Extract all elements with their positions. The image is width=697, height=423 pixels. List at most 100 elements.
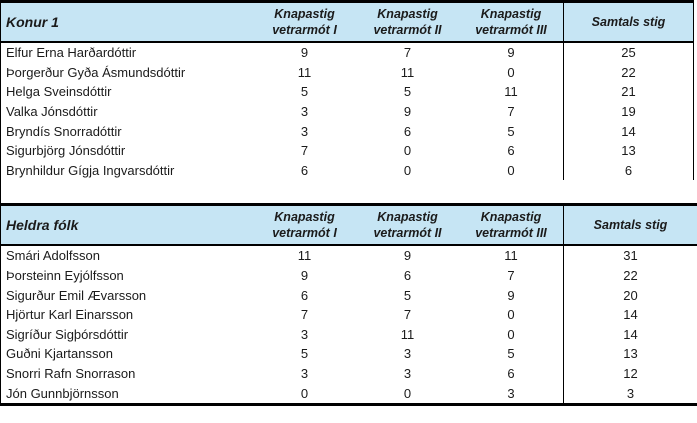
score-cell: 9	[300, 268, 309, 284]
rider-name-cell: Bryndís Snorradóttir	[6, 123, 122, 139]
score-cell: 5	[507, 346, 515, 362]
score-cell: 6	[300, 162, 309, 178]
total-cell: 3	[563, 383, 697, 403]
score-cell: 6	[403, 268, 412, 284]
score-cell: 11	[297, 64, 312, 80]
total-cell: 31	[563, 246, 697, 266]
column-header-total: Samtals stig	[563, 3, 693, 41]
rider-name-cell: Sigurbjörg Jónsdóttir	[6, 143, 126, 159]
table-row: Sigurður Emil Ævarsson 6 5 9 20	[1, 285, 697, 305]
column-header: Knapastig vetrarmót I	[272, 210, 337, 241]
score-cell: 9	[507, 45, 515, 61]
rider-name-cell: Helga Sveinsdóttir	[6, 84, 112, 100]
score-cell: 0	[300, 385, 309, 401]
rider-name-cell: Sigríður Sigþórsdóttir	[6, 326, 129, 342]
score-cell: 0	[403, 162, 412, 178]
total-cell: 22	[563, 62, 693, 83]
rider-name-cell: Þorsteinn Eyjólfsson	[6, 268, 124, 284]
score-cell: 7	[300, 307, 309, 323]
table-row: Þorsteinn Eyjólfsson 9 6 7 22	[1, 265, 697, 286]
table-row: Smári Adolfsson 11 9 11 31	[1, 246, 697, 266]
rider-name-cell: Brynhildur Gígja Ingvarsdóttir	[6, 162, 175, 178]
score-cell: 9	[507, 287, 515, 303]
rider-name-cell: Guðni Kjartansson	[6, 346, 113, 362]
rider-name-cell: Þorgerður Gyða Ásmundsdóttir	[6, 64, 186, 80]
score-cell: 3	[300, 104, 309, 120]
score-cell: 7	[300, 143, 309, 159]
table-separator-gap	[1, 180, 697, 203]
table-row: Bryndís Snorradóttir 3 6 5 14	[1, 121, 693, 141]
score-cell: 9	[403, 248, 412, 264]
rider-name-cell: Jón Gunnbjörnsson	[6, 385, 119, 401]
table-row: Sigríður Sigþórsdóttir 3 11 0 14	[1, 324, 697, 345]
table-header-row: Konur 1 Knapastig vetrarmót I Knapastig …	[1, 0, 693, 43]
score-cell: 3	[300, 123, 309, 139]
score-cell: 7	[403, 307, 412, 323]
table-row: Sigurbjörg Jónsdóttir 7 0 6 13	[1, 140, 693, 161]
score-cell: 9	[403, 104, 412, 120]
score-cell: 6	[300, 287, 309, 303]
score-cell: 0	[507, 64, 515, 80]
column-header-total: Samtals stig	[563, 206, 697, 245]
total-cell: 6	[563, 160, 693, 181]
table-header-row: Heldra fólk Knapastig vetrarmót I Knapas…	[1, 203, 697, 247]
column-header: Knapastig vetrarmót II	[373, 210, 442, 241]
table-row: Jón Gunnbjörnsson 0 0 3 3	[1, 383, 697, 403]
score-cell: 3	[300, 366, 309, 382]
score-cell: 11	[400, 64, 415, 80]
score-cell: 11	[504, 248, 518, 264]
table-row: Brynhildur Gígja Ingvarsdóttir 6 0 0 6	[1, 160, 693, 181]
total-cell: 19	[563, 101, 693, 122]
total-cell: 22	[563, 265, 697, 286]
table-row: Hjörtur Karl Einarsson 7 7 0 14	[1, 304, 697, 325]
table-body: Smári Adolfsson 11 9 11 31 Þorsteinn Eyj…	[1, 246, 697, 403]
score-cell: 0	[507, 307, 515, 323]
rider-name-cell: Smári Adolfsson	[6, 248, 100, 264]
score-cell: 0	[403, 143, 412, 159]
score-cell: 5	[403, 287, 412, 303]
score-cell: 11	[297, 248, 312, 264]
total-cell: 12	[563, 363, 697, 384]
results-table: Konur 1 Knapastig vetrarmót I Knapastig …	[1, 0, 694, 181]
rider-name-cell: Snorri Rafn Snorrason	[6, 366, 136, 382]
table-row: Guðni Kjartansson 5 3 5 13	[1, 344, 697, 364]
table-row: Elfur Erna Harðardóttir 9 7 9 25	[1, 43, 693, 63]
score-cell: 3	[300, 326, 309, 342]
score-cell: 11	[504, 84, 518, 100]
rider-name-cell: Elfur Erna Harðardóttir	[6, 45, 137, 61]
score-cell: 6	[403, 123, 412, 139]
total-cell: 13	[563, 140, 693, 161]
table-title: Heldra fólk	[6, 217, 79, 234]
table-row: Þorgerður Gyða Ásmundsdóttir 11 11 0 22	[1, 62, 693, 83]
table-row: Helga Sveinsdóttir 5 5 11 21	[1, 82, 693, 102]
score-cell: 11	[400, 326, 415, 342]
score-cell: 6	[507, 366, 515, 382]
rider-name-cell: Hjörtur Karl Einarsson	[6, 307, 134, 323]
score-cell: 5	[507, 123, 515, 139]
score-cell: 7	[507, 268, 515, 284]
table-title: Konur 1	[6, 14, 59, 30]
total-cell: 25	[563, 43, 693, 63]
total-cell: 21	[563, 82, 693, 102]
score-cell: 5	[403, 84, 412, 100]
score-cell: 0	[507, 326, 515, 342]
rider-name-cell: Sigurður Emil Ævarsson	[6, 287, 147, 303]
column-header: Knapastig vetrarmót III	[475, 7, 547, 37]
total-cell: 14	[563, 304, 697, 325]
score-cell: 7	[403, 45, 412, 61]
tables-band: Konur 1 Knapastig vetrarmót I Knapastig …	[0, 0, 697, 406]
bottom-spacer	[0, 406, 697, 423]
results-table: Heldra fólk Knapastig vetrarmót I Knapas…	[1, 203, 697, 406]
total-cell: 14	[563, 121, 693, 141]
column-header: Knapastig vetrarmót II	[373, 7, 442, 37]
total-cell: 14	[563, 324, 697, 345]
score-cell: 3	[507, 385, 515, 401]
column-header: Knapastig vetrarmót III	[475, 210, 547, 241]
total-cell: 20	[563, 285, 697, 305]
table-row: Snorri Rafn Snorrason 3 3 6 12	[1, 363, 697, 384]
table-row: Valka Jónsdóttir 3 9 7 19	[1, 101, 693, 122]
score-cell: 9	[300, 45, 309, 61]
total-cell: 13	[563, 344, 697, 364]
score-cell: 6	[507, 143, 515, 159]
